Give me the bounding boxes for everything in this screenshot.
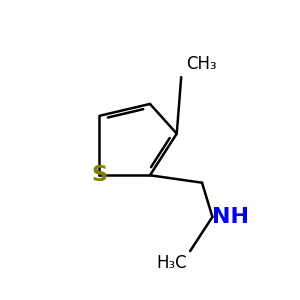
Text: NH: NH bbox=[212, 207, 249, 227]
Text: H₃C: H₃C bbox=[157, 254, 187, 272]
Text: CH₃: CH₃ bbox=[186, 55, 216, 73]
Text: S: S bbox=[92, 165, 107, 185]
